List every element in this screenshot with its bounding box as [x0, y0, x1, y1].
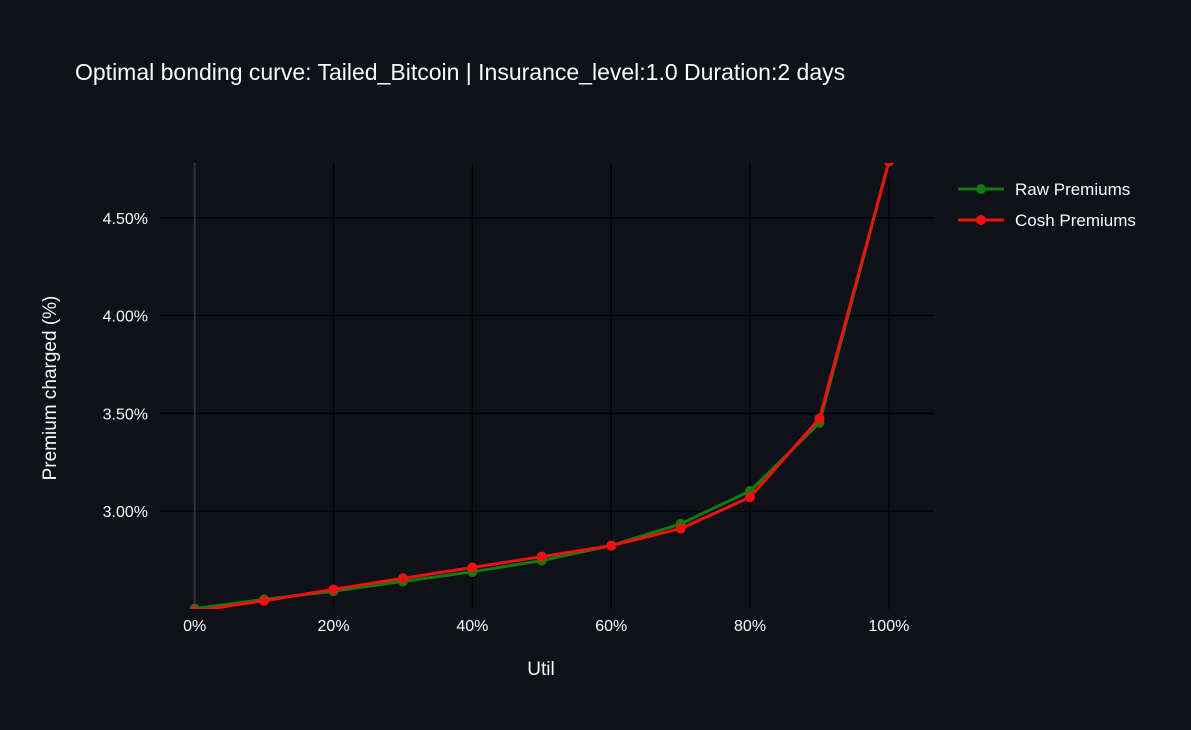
y-tick-label: 4.50% — [103, 211, 148, 228]
x-tick-label: 0% — [183, 618, 206, 635]
series-1 — [189, 163, 894, 609]
legend-swatch-marker — [976, 215, 986, 225]
y-axis-ticks: 3.00% 3.50% 4.00% 4.50% — [103, 211, 148, 521]
x-tick-label: 20% — [318, 618, 350, 635]
y-tick-label: 3.00% — [103, 504, 148, 521]
data-point[interactable] — [536, 551, 547, 562]
legend[interactable]: Raw Premiums Cosh Premiums — [958, 180, 1136, 230]
data-point[interactable] — [397, 573, 408, 584]
data-point[interactable] — [328, 584, 339, 595]
data-point[interactable] — [467, 562, 478, 573]
x-tick-label: 80% — [734, 618, 766, 635]
series-lines — [189, 157, 894, 616]
x-axis-ticks: 0% 20% 40% 60% 80% 100% — [183, 618, 909, 635]
data-point[interactable] — [884, 157, 894, 167]
legend-item[interactable]: Cosh Premiums — [958, 211, 1136, 230]
gridlines — [160, 163, 934, 609]
legend-label: Raw Premiums — [1015, 180, 1130, 199]
x-tick-label: 60% — [595, 618, 627, 635]
data-point[interactable] — [814, 413, 825, 424]
x-tick-label: 40% — [456, 618, 488, 635]
data-point[interactable] — [606, 540, 617, 551]
legend-swatch-marker — [976, 184, 986, 194]
series-line — [194, 163, 891, 609]
legend-item[interactable]: Raw Premiums — [958, 180, 1130, 199]
x-tick-label: 100% — [868, 618, 909, 635]
data-point[interactable] — [190, 605, 200, 616]
data-point[interactable] — [259, 595, 270, 606]
data-point[interactable] — [675, 523, 686, 534]
y-tick-label: 3.50% — [103, 406, 148, 423]
series-line — [197, 163, 891, 609]
chart-title: Optimal bonding curve: Tailed_Bitcoin | … — [75, 59, 845, 85]
x-axis-title: Util — [527, 659, 554, 680]
y-axis-title: Premium charged (%) — [40, 296, 61, 481]
legend-label: Cosh Premiums — [1015, 211, 1136, 230]
y-tick-label: 4.00% — [103, 309, 148, 326]
data-point[interactable] — [745, 492, 756, 503]
series-2 — [190, 157, 894, 616]
